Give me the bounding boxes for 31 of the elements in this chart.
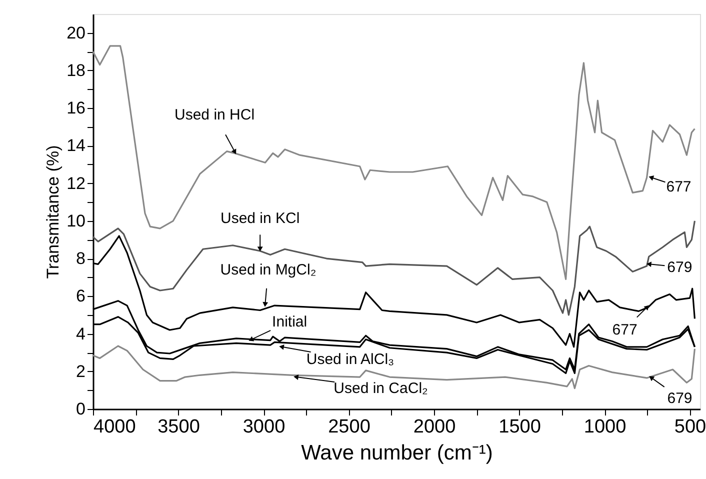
annotation: Used in KCl [220,210,300,228]
y-axis-title: Transmitance (%) [44,145,63,279]
annotation: 677 [612,321,638,338]
annotation: Used in AlCl₃ [306,350,394,368]
annotation: 677 [666,178,692,196]
x-tick-label: 4000 [94,416,136,438]
annotation: Used in CaCl₂ [334,380,428,398]
x-tick-label: 1000 [584,416,626,438]
y-tick-label: 14 [66,136,86,156]
y-tick-label: 4 [76,324,86,344]
y-tick-label: 10 [66,211,86,230]
annotation: Used in MgCl₂ [220,262,316,279]
x-tick-label: 3500 [158,416,200,438]
annotation: Used in HCl [174,106,255,124]
x-tick-label: 500 [674,416,706,438]
y-tick-label: 8 [76,249,86,268]
annotation: 679 [667,390,692,407]
annotation: 679 [667,259,692,276]
x-tick-label: 2500 [328,416,370,438]
y-tick-label: 0 [76,400,86,418]
x-tick-label: 2000 [413,416,456,438]
x-axis-title: Wave number (cm⁻¹) [301,442,493,464]
x-tick-label: 1500 [498,416,541,438]
y-tick-label: 20 [66,23,86,42]
y-tick-label: 16 [66,98,86,118]
y-tick-label: 18 [66,60,86,80]
y-tick-label: 12 [66,174,86,193]
y-tick-label: 2 [76,362,86,381]
annotation: Initial [272,313,308,330]
y-tick-label: 6 [76,286,86,306]
x-tick-label: 3000 [242,416,286,438]
